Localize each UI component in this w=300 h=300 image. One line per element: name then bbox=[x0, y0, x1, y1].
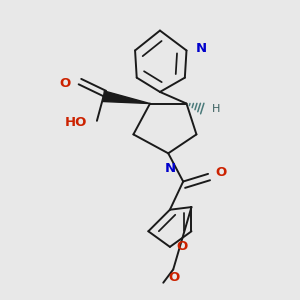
Text: O: O bbox=[59, 77, 70, 90]
Text: O: O bbox=[176, 240, 187, 253]
Polygon shape bbox=[103, 91, 150, 103]
Text: O: O bbox=[168, 271, 179, 284]
Text: HO: HO bbox=[65, 116, 88, 129]
Text: O: O bbox=[215, 166, 226, 179]
Text: H: H bbox=[212, 104, 220, 114]
Text: N: N bbox=[164, 162, 175, 175]
Text: N: N bbox=[196, 42, 207, 55]
